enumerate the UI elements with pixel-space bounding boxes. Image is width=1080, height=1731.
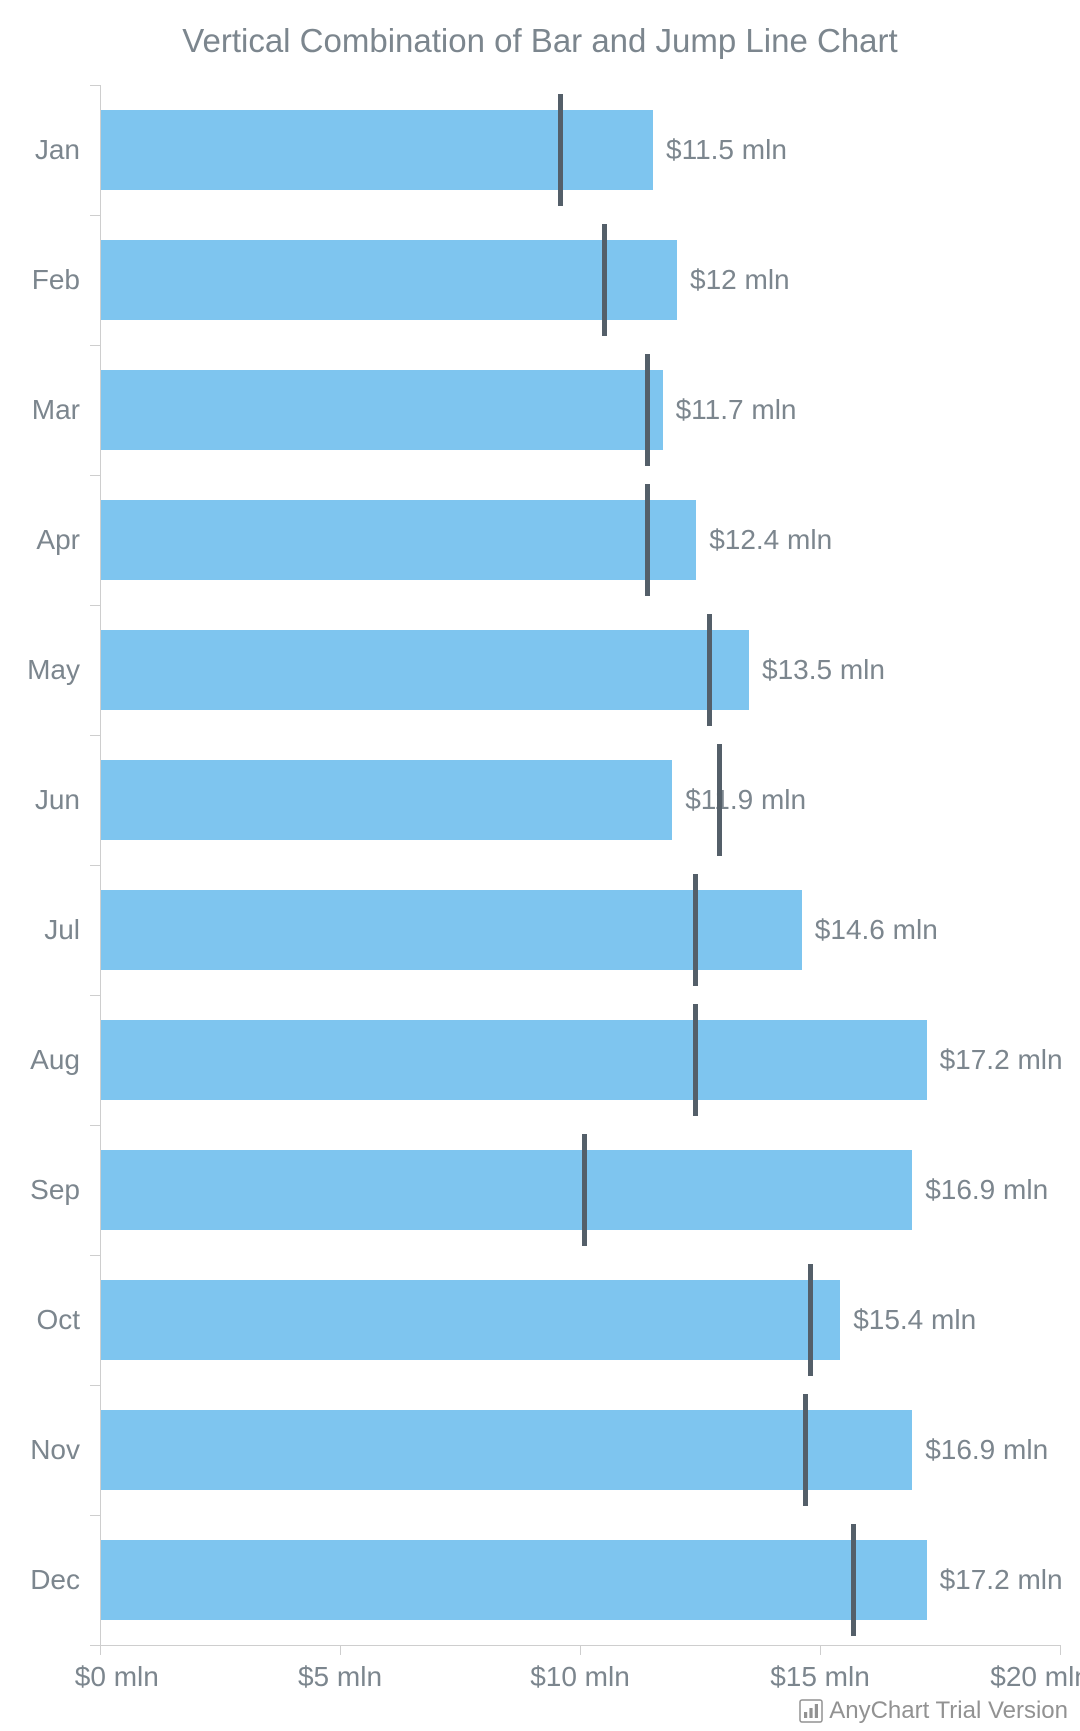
y-axis-category-label: May	[27, 654, 80, 686]
bar-jump-line-chart: Vertical Combination of Bar and Jump Lin…	[0, 0, 1080, 1731]
anychart-logo-icon	[799, 1699, 823, 1723]
chart-credits[interactable]: AnyChart Trial Version	[799, 1697, 1068, 1725]
y-axis-category-label: Aug	[30, 1044, 80, 1076]
bar[interactable]	[101, 370, 663, 451]
y-axis-tick	[90, 475, 100, 476]
bar-value-label: $16.9 mln	[925, 1174, 1048, 1206]
bar-value-label: $12 mln	[690, 264, 790, 296]
bar-value-label: $17.2 mln	[940, 1564, 1063, 1596]
bar-value-label: $11.5 mln	[666, 134, 787, 166]
x-axis-tick	[1060, 1645, 1061, 1655]
x-axis-label: $15 mln	[770, 1661, 870, 1693]
bar-value-label: $16.9 mln	[925, 1434, 1048, 1466]
y-axis-tick	[90, 215, 100, 216]
y-axis-tick	[90, 345, 100, 346]
y-axis-category-label: Feb	[32, 264, 80, 296]
y-axis-tick	[90, 605, 100, 606]
jump-line-segment[interactable]	[808, 1264, 813, 1376]
x-axis-tick	[100, 1645, 101, 1655]
y-axis-category-label: Jul	[44, 914, 80, 946]
bar[interactable]	[101, 1280, 840, 1361]
credits-text: AnyChart Trial Version	[829, 1697, 1068, 1725]
x-axis-tick	[340, 1645, 341, 1655]
bar[interactable]	[101, 110, 653, 191]
bar[interactable]	[101, 1410, 912, 1491]
plot-area: $0 mln$5 mln$10 mln$15 mln$20 mlnJan$11.…	[100, 85, 1060, 1645]
y-axis-category-label: Apr	[36, 524, 80, 556]
y-axis-tick	[90, 1385, 100, 1386]
chart-title: Vertical Combination of Bar and Jump Lin…	[0, 22, 1080, 60]
bar[interactable]	[101, 240, 677, 321]
y-axis-tick	[90, 995, 100, 996]
y-axis-category-label: Mar	[32, 394, 80, 426]
jump-line-segment[interactable]	[645, 354, 650, 466]
jump-line-segment[interactable]	[602, 224, 607, 336]
bar-value-label: $15.4 mln	[853, 1304, 976, 1336]
x-axis-label: $10 mln	[530, 1661, 630, 1693]
y-axis-category-label: Sep	[30, 1174, 80, 1206]
jump-line-segment[interactable]	[851, 1524, 856, 1636]
y-axis-tick	[90, 865, 100, 866]
y-axis-tick	[90, 1255, 100, 1256]
bar-value-label: $11.9 mln	[685, 784, 806, 816]
y-axis-tick	[90, 1125, 100, 1126]
y-axis-tick	[90, 85, 100, 86]
jump-line-segment[interactable]	[693, 1004, 698, 1116]
bar[interactable]	[101, 500, 696, 581]
y-axis-category-label: Nov	[30, 1434, 80, 1466]
jump-line-segment[interactable]	[707, 614, 712, 726]
bar-value-label: $12.4 mln	[709, 524, 832, 556]
jump-line-segment[interactable]	[717, 744, 722, 856]
bar[interactable]	[101, 1020, 927, 1101]
bar[interactable]	[101, 630, 749, 711]
jump-line-segment[interactable]	[558, 94, 563, 206]
bar[interactable]	[101, 1540, 927, 1621]
y-axis-category-label: Jan	[35, 134, 80, 166]
bar-value-label: $17.2 mln	[940, 1044, 1063, 1076]
y-axis-tick	[90, 1645, 100, 1646]
y-axis-category-label: Oct	[36, 1304, 80, 1336]
bar-value-label: $13.5 mln	[762, 654, 885, 686]
y-axis-category-label: Jun	[35, 784, 80, 816]
x-axis-tick	[580, 1645, 581, 1655]
bar[interactable]	[101, 1150, 912, 1231]
bar-value-label: $11.7 mln	[676, 394, 797, 426]
y-axis-tick	[90, 1515, 100, 1516]
x-axis-label: $0 mln	[75, 1661, 159, 1693]
y-axis-category-label: Dec	[30, 1564, 80, 1596]
x-axis-label: $5 mln	[298, 1661, 382, 1693]
jump-line-segment[interactable]	[803, 1394, 808, 1506]
bar[interactable]	[101, 760, 672, 841]
jump-line-segment[interactable]	[645, 484, 650, 596]
x-axis-tick	[820, 1645, 821, 1655]
x-axis-label: $20 mln	[990, 1661, 1080, 1693]
bar-value-label: $14.6 mln	[815, 914, 938, 946]
y-axis-tick	[90, 735, 100, 736]
jump-line-segment[interactable]	[582, 1134, 587, 1246]
jump-line-segment[interactable]	[693, 874, 698, 986]
